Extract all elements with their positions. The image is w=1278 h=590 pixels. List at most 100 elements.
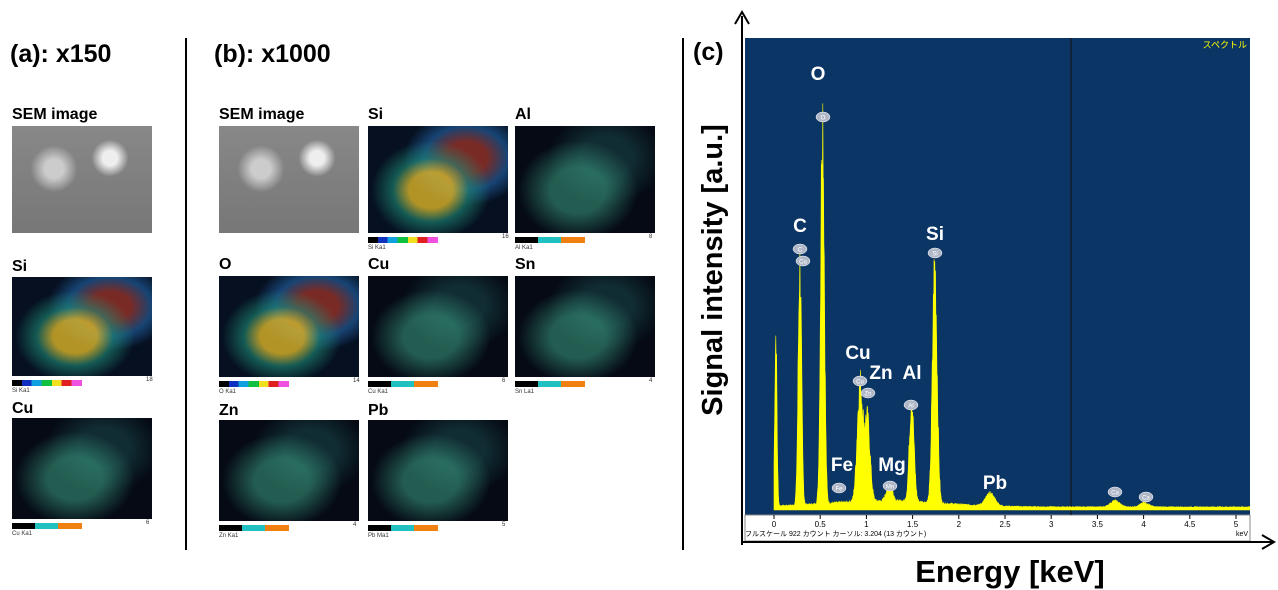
map-max: 18 [146, 377, 153, 383]
map-max: 4 [649, 378, 653, 384]
color-bar [219, 525, 289, 531]
map-max: 14 [353, 378, 360, 384]
image-label: O [219, 256, 232, 273]
element-map [515, 276, 655, 377]
arrow [734, 10, 750, 25]
image-label: Cu [368, 256, 390, 273]
peak-tag-bg [860, 387, 876, 399]
image-label: SEM image [12, 106, 98, 123]
peak-tag-bg [927, 247, 943, 259]
sem-image [12, 126, 152, 233]
peak-tag: Al [908, 404, 913, 410]
peak-tag: Zn [864, 392, 871, 398]
color-bar [368, 525, 438, 531]
image-label: Sn [515, 256, 536, 273]
peak-tag-bg [792, 243, 808, 255]
peak-tag: Ca [1142, 496, 1150, 502]
map-line: Zn Ka1 [219, 533, 239, 539]
peak-tag: O [821, 116, 826, 122]
corner-label: スペクトル [1203, 40, 1247, 50]
peak-tag-bg [795, 255, 811, 267]
map-line: Cu Ka1 [368, 389, 389, 395]
image-label: Si [368, 106, 384, 123]
element-map [368, 420, 508, 521]
map-max: 4 [353, 522, 357, 528]
element-map [12, 418, 152, 519]
x-tick-label: 2.5 [999, 520, 1011, 529]
peak-tag-bg [815, 111, 831, 123]
element-map [219, 276, 359, 377]
unit: keV [1236, 531, 1248, 538]
x-tick-label: 0.5 [815, 520, 827, 529]
peak-label: Pb [983, 473, 1007, 494]
map-line: Pb Ma1 [368, 533, 389, 539]
peak-tag: Cu [856, 380, 864, 386]
map-max: 6 [146, 520, 150, 526]
peak-label: Cu [845, 343, 870, 364]
map-line: Al Ka1 [515, 245, 533, 251]
peak-label: Fe [831, 455, 853, 476]
image-label: Si [12, 258, 28, 275]
peak-tag-bg [852, 375, 868, 387]
map-line: Sn La1 [515, 389, 535, 395]
x-tick-label: 2 [957, 520, 962, 529]
color-bar [12, 380, 82, 386]
peak-label: Si [926, 224, 944, 245]
color-bar [368, 381, 438, 387]
arrow [1261, 534, 1276, 550]
element-map [368, 126, 508, 233]
map-line: Cu Ka1 [12, 531, 33, 537]
divider [185, 38, 187, 550]
peak-tag: Mn [886, 485, 894, 491]
map-line: Si Ka1 [368, 245, 386, 251]
panel-title: (c) [693, 38, 724, 66]
x-tick-label: 4.5 [1184, 520, 1196, 529]
peak-tag: C [798, 248, 803, 254]
panel-title: (a): x150 [10, 40, 112, 68]
x-tick-label: 3.5 [1092, 520, 1104, 529]
map-line: Si Ka1 [12, 388, 30, 394]
image-label: Pb [368, 402, 389, 419]
peak-tag-bg [1138, 491, 1154, 503]
element-map [515, 126, 655, 233]
map-max: 6 [502, 378, 506, 384]
peak-tag-bg [903, 399, 919, 411]
color-bar [368, 237, 438, 243]
y-label: Signal intensity [a.u.] [697, 124, 729, 416]
x-tick-label: 1.5 [907, 520, 919, 529]
element-map [12, 277, 152, 376]
divider [682, 38, 684, 550]
peak-tag-bg [1107, 486, 1123, 498]
peak-tag: Si [932, 252, 937, 258]
peak-label: C [793, 216, 807, 237]
peak-tag-bg [882, 480, 898, 492]
x-tick-label: 1 [864, 520, 869, 529]
peak-tag: Cu [799, 260, 807, 266]
footer: フルスケール 922 カウント カーソル: 3.204 (13 カウント) [745, 530, 926, 538]
map-max: 16 [502, 234, 509, 240]
peak-label: Mg [878, 455, 905, 476]
x-tick-label: 3 [1049, 520, 1054, 529]
sem-image [219, 126, 359, 233]
map-line: O Ka1 [219, 389, 237, 395]
panel-title: (b): x1000 [214, 40, 331, 68]
image-label: SEM image [219, 106, 305, 123]
peak-label: O [811, 64, 826, 85]
element-map [368, 276, 508, 377]
map-max: 5 [502, 522, 506, 528]
color-bar [219, 381, 289, 387]
x-tick-label: 0 [772, 520, 777, 529]
peak-label: Zn [869, 363, 892, 384]
image-label: Zn [219, 402, 239, 419]
x-tick-label: 5 [1234, 520, 1239, 529]
peak-tag: Ca [1111, 491, 1119, 497]
axis-strip [744, 514, 1251, 542]
x-tick-label: 4 [1141, 520, 1146, 529]
image-label: Al [515, 106, 531, 123]
color-bar [515, 237, 585, 243]
image-label: Cu [12, 400, 34, 417]
peak-tag: Fe [835, 487, 843, 493]
spectrum [773, 103, 1251, 511]
